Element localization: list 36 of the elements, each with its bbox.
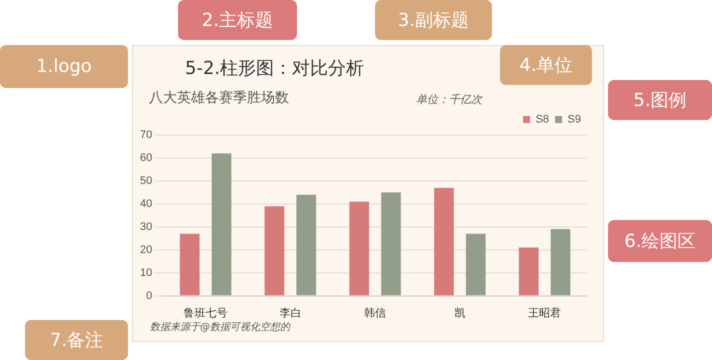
bar — [466, 234, 486, 296]
text: 5.图例 — [608, 80, 712, 120]
y-tick-label: 40 — [140, 198, 152, 210]
bar — [180, 234, 200, 296]
legend-label: S8 — [536, 114, 550, 126]
bar — [212, 153, 232, 296]
x-tick-label: 凯 — [454, 306, 466, 320]
bar — [518, 248, 539, 296]
text: 6.绘图区 — [608, 220, 712, 262]
text: 2.主标题 — [178, 0, 297, 40]
x-tick-label: 韩信 — [364, 306, 386, 320]
y-tick-label: 30 — [140, 220, 152, 233]
text: 3.副标题 — [375, 0, 492, 40]
y-tick-label: 0 — [146, 290, 152, 302]
text: 1.logo — [0, 45, 128, 88]
bar — [434, 188, 454, 296]
bar — [550, 229, 570, 296]
y-tick-label: 50 — [140, 174, 152, 187]
text: 4.单位 — [500, 45, 592, 85]
chart-subtitle: 八大英雄各赛季胜场数 — [149, 89, 289, 107]
bar — [349, 202, 370, 296]
text: 数据来源于@数据可视化空想的 — [150, 320, 290, 334]
text: 7.备注 — [25, 320, 128, 360]
bar — [296, 194, 316, 296]
y-tick-label: 20 — [140, 244, 152, 256]
x-tick-label: 鲁班七号 — [184, 306, 228, 320]
x-tick-label: 李白 — [279, 306, 302, 320]
legend-label: S9 — [568, 114, 582, 126]
chart-title: 5-2.柱形图：对比分析 — [185, 57, 364, 80]
x-tick-label: 王昭君 — [528, 307, 562, 320]
bar — [381, 192, 401, 296]
y-axis-title: 单位：千亿次 — [416, 92, 482, 107]
y-tick-label: 70 — [140, 129, 152, 142]
y-tick-label: 10 — [140, 266, 152, 279]
bar — [264, 206, 284, 296]
y-tick-label: 60 — [140, 152, 152, 164]
